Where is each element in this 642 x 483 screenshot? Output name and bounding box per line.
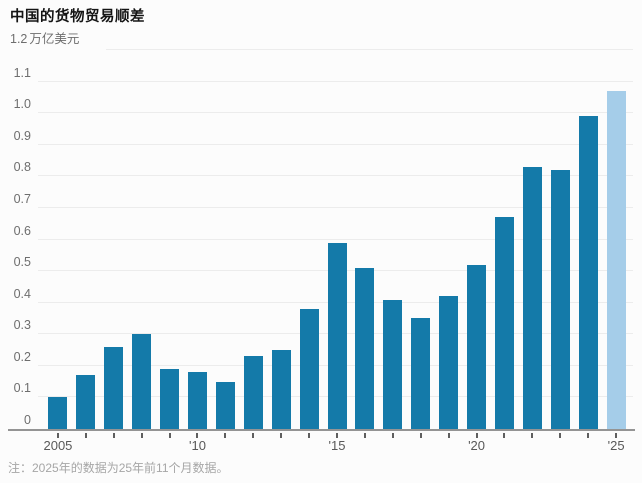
bar-2025	[606, 91, 626, 429]
bar-2006	[76, 375, 96, 429]
x-axis-line	[8, 429, 635, 431]
bar-slot-2005: 2005	[43, 50, 72, 453]
bar-slot-2007	[100, 50, 128, 438]
y-axis-tick-label: 0	[24, 413, 31, 427]
x-axis-tick	[336, 433, 339, 438]
chart-footnote: 注：2025年的数据为25年前11个月数据。	[8, 461, 229, 475]
bar-slot-2015: '15	[323, 50, 351, 453]
bar-2010	[187, 372, 207, 429]
bar-2012	[243, 356, 263, 429]
bar-slot-2013	[267, 50, 295, 438]
bar-slot-2014	[295, 50, 323, 438]
gridline	[38, 80, 633, 82]
chart-title: 中国的货物贸易顺差	[10, 9, 145, 25]
x-axis-tick	[391, 433, 394, 438]
y-axis-tick-label: 0.8	[13, 160, 31, 175]
bar-2024	[578, 116, 598, 429]
bar-2008	[132, 334, 152, 429]
gridline	[38, 238, 633, 240]
bar-2016	[355, 267, 375, 429]
y-axis-unit-label: 1.2 万亿美元	[10, 28, 79, 47]
x-axis-tick	[615, 433, 618, 438]
bar-slot-2016	[351, 50, 379, 438]
y-axis-unit-text: 万亿美元	[29, 32, 80, 46]
y-axis-tick-label: 0.3	[13, 318, 31, 333]
bar-slot-2011	[211, 50, 239, 438]
bar-series: 2005 '10 '15 '20 '25	[43, 50, 630, 453]
bar-2013	[271, 350, 291, 429]
bar-2007	[104, 346, 124, 429]
x-axis-tick	[363, 433, 366, 438]
bar-slot-2009	[156, 50, 184, 438]
y-axis-tick-label: 0.4	[13, 286, 31, 301]
y-axis-tick-label: 0.7	[13, 191, 31, 206]
x-axis-tick-label: '10	[189, 438, 206, 453]
bar-2018	[411, 318, 431, 429]
x-axis-tick	[56, 433, 59, 438]
x-axis-tick	[84, 433, 87, 438]
bar-slot-2025: '25	[602, 50, 630, 453]
x-axis-tick-label: '25	[607, 438, 625, 453]
bar-slot-2020: '20	[463, 50, 491, 453]
x-axis-tick	[531, 433, 534, 438]
bar-slot-2021	[491, 50, 519, 438]
bar-2011	[215, 381, 235, 429]
x-axis-tick	[503, 433, 506, 438]
x-axis-tick	[447, 433, 450, 438]
bar-slot-2008	[128, 50, 156, 438]
bar-slot-2023	[546, 50, 574, 438]
x-axis-tick	[252, 433, 255, 438]
bar-2017	[383, 299, 403, 429]
bar-2009	[160, 369, 180, 429]
gridline	[38, 143, 633, 145]
x-axis-tick	[224, 433, 227, 438]
x-axis-tick	[475, 433, 478, 438]
x-axis-tick-label: 2005	[43, 438, 73, 453]
gridline	[38, 175, 633, 177]
bar-2021	[494, 217, 514, 429]
y-axis-top-tick-label: 1.2	[10, 32, 28, 46]
x-axis-tick	[112, 433, 115, 438]
x-axis-tick	[196, 433, 199, 438]
bar-2020	[467, 264, 487, 429]
bar-2005	[48, 397, 68, 429]
y-axis-tick-label: 1.0	[13, 97, 31, 112]
x-axis-tick	[308, 433, 311, 438]
bar-2023	[550, 170, 570, 429]
bar-slot-2012	[239, 50, 267, 438]
x-axis-tick-label: '15	[328, 438, 346, 453]
bar-2014	[299, 308, 319, 429]
y-axis-tick-label: 1.1	[13, 65, 31, 80]
bar-slot-2010: '10	[184, 50, 212, 453]
gridline	[106, 49, 633, 50]
bar-slot-2022	[518, 50, 546, 438]
x-axis-tick	[559, 433, 562, 438]
bar-slot-2024	[574, 50, 602, 438]
bar-slot-2017	[379, 50, 407, 438]
bar-slot-2006	[72, 50, 100, 438]
bar-2022	[522, 166, 542, 429]
gridline	[38, 112, 633, 114]
bar-slot-2018	[407, 50, 435, 438]
bar-2015	[327, 242, 347, 429]
x-axis-tick	[587, 433, 590, 438]
y-axis-tick-label: 0.5	[13, 255, 31, 270]
bar-slot-2019	[435, 50, 463, 438]
x-axis-tick	[168, 433, 171, 438]
x-axis-tick	[419, 433, 422, 438]
bar-2019	[439, 296, 459, 429]
y-axis-tick-label: 0.2	[13, 349, 31, 364]
x-axis-tick-label: '20	[468, 438, 486, 453]
y-axis-tick-label: 0.9	[13, 128, 31, 143]
x-axis-tick	[280, 433, 283, 438]
y-axis-tick-label: 0.1	[13, 381, 31, 396]
x-axis-tick	[140, 433, 143, 438]
y-axis-tick-label: 0.6	[13, 223, 31, 238]
gridline	[38, 206, 633, 208]
